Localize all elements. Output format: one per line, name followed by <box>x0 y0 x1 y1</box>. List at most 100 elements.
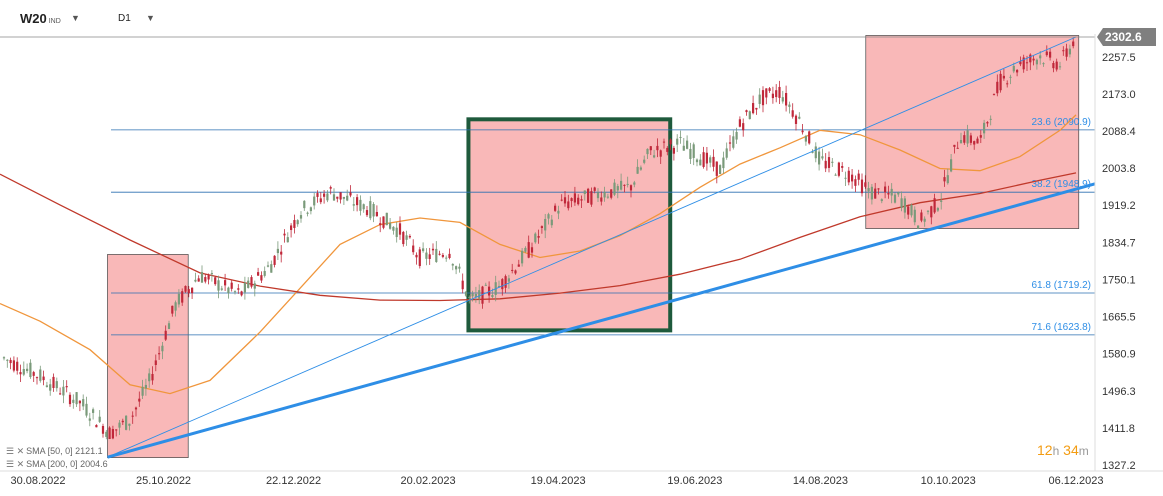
candle-body <box>45 385 48 387</box>
candle-body <box>115 429 118 431</box>
candle-body <box>375 211 378 217</box>
candle-body <box>672 147 675 154</box>
candle-body <box>1042 63 1045 65</box>
candle-body <box>316 193 319 197</box>
candle-body <box>389 222 392 229</box>
candle-body <box>623 184 626 186</box>
candle-body <box>75 392 78 405</box>
candle-body <box>16 361 19 371</box>
candle-body <box>844 177 847 179</box>
candle-body <box>484 284 487 286</box>
candle-body <box>1012 65 1015 72</box>
candle-body <box>798 116 801 119</box>
candle-body <box>428 254 431 260</box>
candle-body <box>290 225 293 231</box>
candle-body <box>712 156 715 167</box>
timeframe-chevron-down-icon[interactable]: ▼ <box>146 13 155 23</box>
candle-body <box>867 188 870 192</box>
candle-body <box>801 130 804 133</box>
candle-body <box>907 206 910 215</box>
candle-body <box>207 275 210 280</box>
x-tick-label: 22.12.2022 <box>266 475 321 487</box>
candle-body <box>214 277 217 285</box>
symbol-chevron-down-icon[interactable]: ▼ <box>71 13 80 23</box>
candle-body <box>778 86 781 98</box>
candle-body <box>854 179 857 186</box>
candle-body <box>167 323 171 329</box>
legend-sma200-label: SMA [200, 0] 2004.6 <box>26 459 108 469</box>
candle-body <box>940 200 943 202</box>
candle-body <box>534 233 537 243</box>
candle-body <box>857 173 860 180</box>
x-tick-label: 30.08.2022 <box>10 475 65 487</box>
candle-body <box>570 198 573 202</box>
candle-body <box>131 415 134 417</box>
highlight-zone <box>107 254 189 458</box>
candle-body <box>986 122 989 124</box>
candle-body <box>121 420 124 423</box>
candle-body <box>722 157 725 169</box>
candle-body <box>22 368 25 375</box>
candle-body <box>240 291 243 296</box>
candle-body <box>309 207 312 212</box>
candle-body <box>748 111 751 120</box>
candle-body <box>811 151 814 153</box>
candle-body <box>600 197 603 202</box>
x-tick-label: 06.12.2023 <box>1048 475 1103 487</box>
y-tick-label: 2257.5 <box>1102 52 1136 64</box>
candle-body <box>577 197 580 205</box>
candle-body <box>313 196 316 206</box>
candle-body <box>775 90 778 98</box>
candle-body <box>82 399 85 407</box>
timeframe-selector[interactable]: D1 <box>118 13 131 24</box>
candle-body <box>247 280 250 288</box>
candle-body <box>464 291 468 296</box>
candle-body <box>884 186 887 193</box>
indicator-settings-icon[interactable]: ☰ ✕ <box>6 459 25 469</box>
candle-body <box>963 135 966 143</box>
candle-body <box>771 93 774 99</box>
candle-body <box>478 290 481 299</box>
candle-body <box>507 278 510 282</box>
candle-body <box>154 360 157 366</box>
candle-body <box>62 386 65 396</box>
candle-body <box>455 266 458 270</box>
candle-body <box>270 264 273 273</box>
candle-body <box>35 377 39 379</box>
symbol-selector[interactable]: W20 IND <box>20 11 61 26</box>
indicator-settings-icon[interactable]: ☰ ✕ <box>6 446 25 456</box>
candle-body <box>306 212 309 214</box>
candle-body <box>973 141 976 145</box>
candle-body <box>197 278 200 282</box>
candle-body <box>260 275 263 281</box>
candle-body <box>547 214 550 219</box>
candle-body <box>874 188 877 199</box>
candle-body <box>280 251 283 255</box>
candle-body <box>227 287 230 294</box>
candle-body <box>580 199 583 201</box>
candle-body <box>365 210 369 216</box>
candle-body <box>138 398 141 402</box>
last-price-label: 2302.6 <box>1105 30 1142 44</box>
candle-body <box>204 277 207 282</box>
candle-body <box>692 144 695 158</box>
candle-body <box>141 386 144 396</box>
candle-body <box>144 384 147 389</box>
candle-body <box>966 130 969 144</box>
candle-body <box>969 135 972 143</box>
candle-body <box>649 146 652 151</box>
candle-body <box>435 248 438 262</box>
candle-body <box>603 192 606 198</box>
candle-body <box>220 288 223 290</box>
candle-body <box>148 373 151 382</box>
candle-body <box>339 192 342 200</box>
x-tick-label: 14.08.2023 <box>793 475 848 487</box>
candle-body <box>616 186 619 191</box>
candle-body <box>761 90 765 106</box>
candle-body <box>544 218 547 231</box>
candle-body <box>755 107 758 110</box>
candle-body <box>742 123 745 131</box>
candle-body <box>336 196 339 199</box>
candle-body <box>841 166 844 168</box>
